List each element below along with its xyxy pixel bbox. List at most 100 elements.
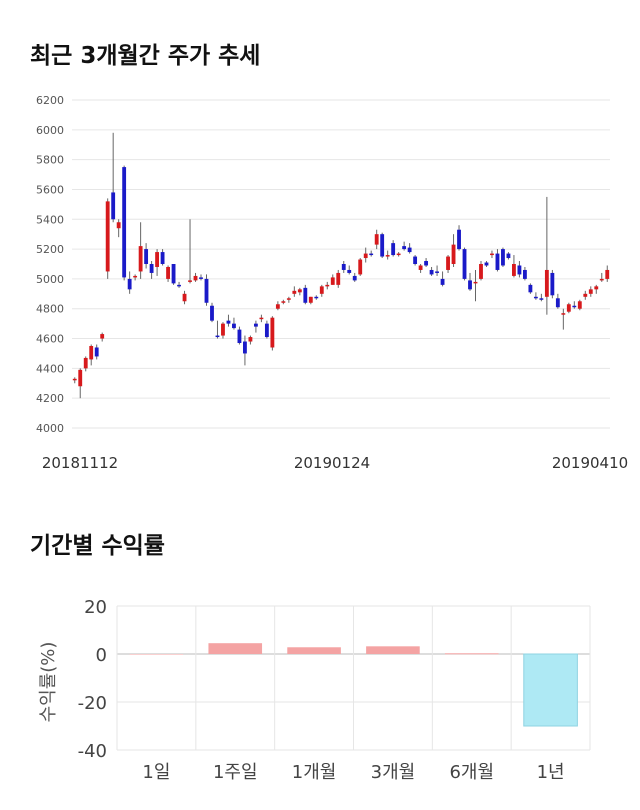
candle-body [133,275,138,278]
candle-body [605,269,610,279]
candle-body [199,277,203,279]
candle-body [341,264,346,270]
candle-body [550,272,555,296]
candle-body [413,256,418,264]
candle-body [204,278,209,303]
candle-body [599,278,604,281]
y-tick-label: 4400 [36,362,64,375]
candle-body [583,293,588,297]
y-tick-label: 6200 [36,94,64,107]
candle-body [495,253,500,270]
candle-body [100,334,105,339]
y-tick-label: 5200 [36,243,64,256]
candle-body [352,275,357,281]
candle-body [160,252,165,264]
candle-body [122,167,127,278]
candle-body [303,287,308,303]
candle-body [193,275,198,281]
y-tick-label: 4800 [36,303,64,316]
candle-body [435,271,439,273]
category-label: 1개월 [292,762,337,783]
candle-body [237,329,242,344]
stock-trend-title: 최근 3개월간 주가 추세 [30,43,261,69]
candle-body [94,347,99,357]
candle-body [374,234,379,245]
candle-body [517,265,522,275]
candle-body [275,304,280,309]
y-tick-label: 5000 [36,273,64,286]
candle-body [533,296,538,299]
candle-body [330,277,335,285]
candle-body [369,253,374,256]
candle-body [243,341,247,354]
candle-body [468,280,472,290]
candle-body [446,256,450,270]
x-tick-label: 20190124 [294,454,370,472]
candle-body [319,286,324,294]
y-tick-label: 5400 [36,213,64,226]
candle-body [462,249,467,279]
candle-body [264,323,269,338]
candle-body [259,317,264,320]
candle-body [594,286,599,290]
candle-body [429,269,434,275]
candle-body [127,278,132,290]
candle-body [501,249,505,266]
candle-body [539,298,544,300]
candle-body [522,269,527,279]
candle-body [281,301,286,303]
candle-body [253,323,258,327]
y-tick-label: 4000 [36,422,64,435]
category-label: 6개월 [449,762,494,783]
candle-body [555,298,560,308]
candle-body [512,264,516,276]
candle-body [83,357,88,369]
candle-body [363,253,368,259]
candle-body [210,305,214,321]
candle-body [144,249,149,264]
candle-body [407,247,412,253]
y-tick-label: 4200 [36,392,64,405]
candle-body [286,298,291,300]
candle-body [138,246,143,272]
category-label: 3개월 [371,762,416,783]
y-tick-label: 5800 [36,154,64,167]
candle-body [347,269,352,273]
candle-body [270,317,275,348]
candle-body [588,289,593,294]
candle-body [182,293,187,302]
candle-body [479,264,483,279]
candle-body [166,266,170,279]
candle-body [490,253,494,256]
y-tick-label: 5600 [36,183,64,196]
candle-body [380,234,385,257]
candle-body [72,378,77,381]
candle-body [544,269,549,297]
candle-body [528,284,533,293]
y-axis-label: 수익률(%) [38,642,59,723]
candle-body [424,261,429,266]
category-label: 1년 [537,762,565,783]
candle-body [297,289,302,293]
candle-body [177,284,181,287]
return-bar [208,643,263,654]
candle-body [336,272,341,285]
candle-body [105,201,110,272]
x-tick-label: 20190410 [552,454,628,472]
candle-body [484,262,489,266]
candle-body [473,281,478,284]
category-label: 1일 [142,762,170,783]
return-bar [366,646,420,654]
return-bar [129,654,184,655]
candle-body [440,278,445,285]
candle-body [188,280,192,282]
candle-body [232,323,236,329]
candle-body [418,265,423,270]
candle-body [111,192,116,220]
candle-body [577,301,582,309]
candle-body [566,304,571,312]
candle-body [451,244,456,264]
candle-body [402,246,407,250]
candle-body [314,296,319,299]
